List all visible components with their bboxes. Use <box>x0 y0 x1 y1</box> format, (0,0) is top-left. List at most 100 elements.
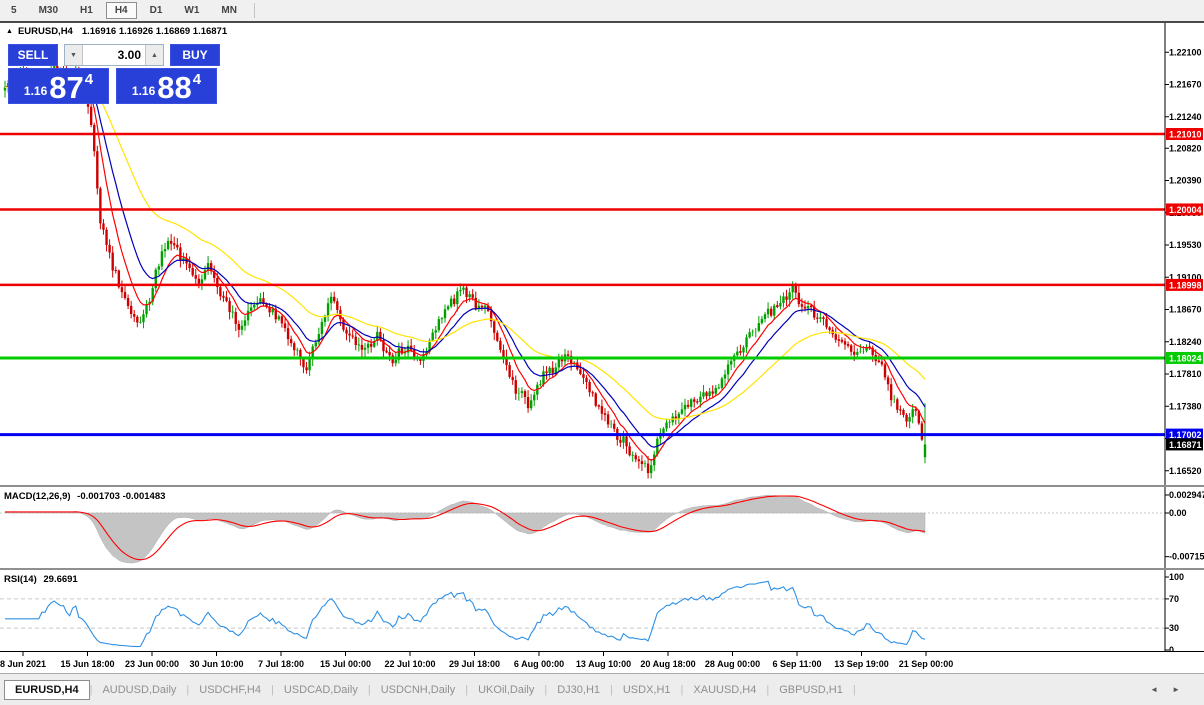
main-chart-pane[interactable]: 1.221001.216701.212401.208201.203901.199… <box>0 23 1204 485</box>
buy-price-big: 88 <box>157 69 192 105</box>
buy-price-prefix: 1.16 <box>131 84 156 98</box>
time-tick-label: 22 Jul 10:00 <box>384 659 435 669</box>
price-tick-label: 1.21670 <box>1169 80 1202 90</box>
ma-fast-line <box>4 73 926 461</box>
tab-separator: | <box>680 683 684 696</box>
macd-indicator-label: MACD(12,26,9) -0.001703 -0.001483 <box>4 491 165 502</box>
timeframe-h4[interactable]: H4 <box>105 2 137 19</box>
ma-slow-line <box>4 79 926 420</box>
timeframe-d1[interactable]: D1 <box>149 5 163 16</box>
time-tick-label: 7 Jul 18:00 <box>258 659 304 669</box>
volume-input[interactable]: 3.00 <box>117 48 141 62</box>
buy-button[interactable]: BUY <box>170 44 220 66</box>
time-tick-label: 13 Sep 19:00 <box>834 659 889 669</box>
macd-scale-label: 0.002947 <box>1169 490 1204 500</box>
sell-price-tile[interactable]: 1.16 87 4 <box>8 68 109 104</box>
ma-mid-line <box>4 75 926 448</box>
timeframe-m30[interactable]: M30 <box>38 5 59 16</box>
time-tick-label: 6 Sep 11:00 <box>772 659 821 669</box>
rsi-line <box>5 580 926 648</box>
buy-price-tile[interactable]: 1.16 88 4 <box>116 68 217 104</box>
tab-xauusd-h4[interactable]: XAUUSD,H4 <box>693 683 757 696</box>
rsi-scale-label: 100 <box>1169 572 1184 582</box>
tab-gbpusd-h1[interactable]: GBPUSD,H1 <box>779 683 843 696</box>
pane-splitter[interactable] <box>0 568 1204 570</box>
svg-text:1.16871: 1.16871 <box>1169 440 1202 450</box>
time-tick-label: 8 Jun 2021 <box>0 659 46 669</box>
timeframe-w1[interactable]: W1 <box>184 5 200 16</box>
macd-pane[interactable]: 0.002947 0.00 -0.00715 <box>0 487 1204 568</box>
macd-name: MACD(12,26,9) <box>4 491 71 502</box>
tab-scroll-arrows: ◄► <box>1150 685 1194 694</box>
pane-splitter[interactable] <box>0 485 1204 487</box>
price-tick-label: 1.18670 <box>1169 305 1202 315</box>
volume-increase-icon[interactable]: ▲ <box>145 45 163 65</box>
timeframe-mn[interactable]: MN <box>221 5 237 16</box>
hline-price-label: 1.17002 <box>1166 428 1203 441</box>
tab-usdcnh-daily[interactable]: USDCNH,Daily <box>380 683 456 696</box>
tab-dj30-h1[interactable]: DJ30,H1 <box>557 683 600 696</box>
one-click-trading-panel: SELL ▼ 3.00 ▲ BUY 1.16 87 4 1.16 88 4 <box>8 44 220 104</box>
macd-histogram <box>4 494 926 564</box>
tab-separator: | <box>465 683 469 696</box>
time-tick-label: 15 Jul 00:00 <box>320 659 371 669</box>
tab-separator: | <box>186 683 190 696</box>
time-tick-label: 15 Jun 18:00 <box>60 659 114 669</box>
tab-scroll-right-icon[interactable]: ► <box>1172 685 1194 694</box>
price-tick-label: 1.20820 <box>1169 143 1202 153</box>
timeframe-5[interactable]: 5 <box>11 5 17 16</box>
tab-audusd-daily[interactable]: AUDUSD,Daily <box>102 683 177 696</box>
rsi-indicator-label: RSI(14) 29.6691 <box>4 574 78 585</box>
tab-usdx-h1[interactable]: USDX,H1 <box>622 683 671 696</box>
time-tick-label: 20 Aug 18:00 <box>640 659 695 669</box>
time-axis[interactable]: 8 Jun 2021 15 Jun 18:00 23 Jun 00:00 30 Jun… <box>0 651 1204 673</box>
price-tick-label: 1.18240 <box>1169 337 1202 347</box>
rsi-scale-label: 0 <box>1169 645 1174 651</box>
sell-button[interactable]: SELL <box>8 44 58 66</box>
price-tick-label: 1.16520 <box>1169 466 1202 476</box>
hline-price-label: 1.18998 <box>1166 278 1203 291</box>
timeframe-h1[interactable]: H1 <box>80 5 93 16</box>
hline-price-label: 1.18024 <box>1166 351 1203 364</box>
macd-values: -0.001703 -0.001483 <box>77 491 166 502</box>
tab-scroll-left-icon[interactable]: ◄ <box>1150 685 1173 694</box>
hline-price-label: 1.21010 <box>1166 128 1203 140</box>
tab-separator: | <box>766 683 770 696</box>
time-tick-label: 13 Aug 10:00 <box>576 659 631 669</box>
buy-price-pipette: 4 <box>192 71 202 88</box>
tab-usdcad-daily[interactable]: USDCAD,Daily <box>283 683 358 696</box>
price-tick-label: 1.22100 <box>1169 47 1202 57</box>
rsi-pane[interactable]: 100 70 30 0 <box>0 570 1204 651</box>
time-tick-label: 28 Aug 00:00 <box>705 659 760 669</box>
rsi-value: 29.6691 <box>43 574 78 585</box>
tab-separator: | <box>544 683 548 696</box>
price-tick-label: 1.20390 <box>1169 176 1202 186</box>
time-tick-label: 23 Jun 00:00 <box>125 659 179 669</box>
time-tick-label: 29 Jul 18:00 <box>449 659 500 669</box>
tab-separator: | <box>610 683 613 696</box>
hline-price-label: 1.20004 <box>1166 203 1203 216</box>
chart-window[interactable]: 1.221001.216701.212401.208201.203901.199… <box>0 21 1204 705</box>
macd-signal-line <box>5 495 926 561</box>
collapse-panel-icon[interactable]: ▲ <box>6 28 13 35</box>
volume-spinner: ▼ 3.00 ▲ <box>64 44 164 66</box>
price-tick-label: 1.19530 <box>1169 240 1202 250</box>
price-axis: 1.221001.216701.212401.208201.203901.199… <box>1164 23 1202 485</box>
tab-ukoil-daily[interactable]: UKOil,Daily <box>478 683 535 696</box>
price-tick-label: 1.21240 <box>1169 112 1202 122</box>
chart-title: ▲ EURUSD,H4 1.16916 1.16926 1.16869 1.1687… <box>6 26 227 37</box>
rsi-name: RSI(14) <box>4 574 37 585</box>
time-tick-label: 21 Sep 00:00 <box>899 659 954 669</box>
tab-separator: | <box>89 683 93 696</box>
volume-decrease-icon[interactable]: ▼ <box>65 45 83 65</box>
tab-separator: | <box>367 683 371 696</box>
tab-separator: | <box>852 683 856 696</box>
sell-price-prefix: 1.16 <box>23 84 48 98</box>
price-tick-label: 1.17380 <box>1169 401 1202 411</box>
tab-eurusd-h4[interactable]: EURUSD,H4 <box>4 679 90 700</box>
svg-text:1.18998: 1.18998 <box>1169 280 1202 290</box>
rsi-scale-label: 30 <box>1169 623 1179 633</box>
sell-price-big: 87 <box>49 69 84 105</box>
tab-usdchf-h4[interactable]: USDCHF,H4 <box>199 683 261 696</box>
